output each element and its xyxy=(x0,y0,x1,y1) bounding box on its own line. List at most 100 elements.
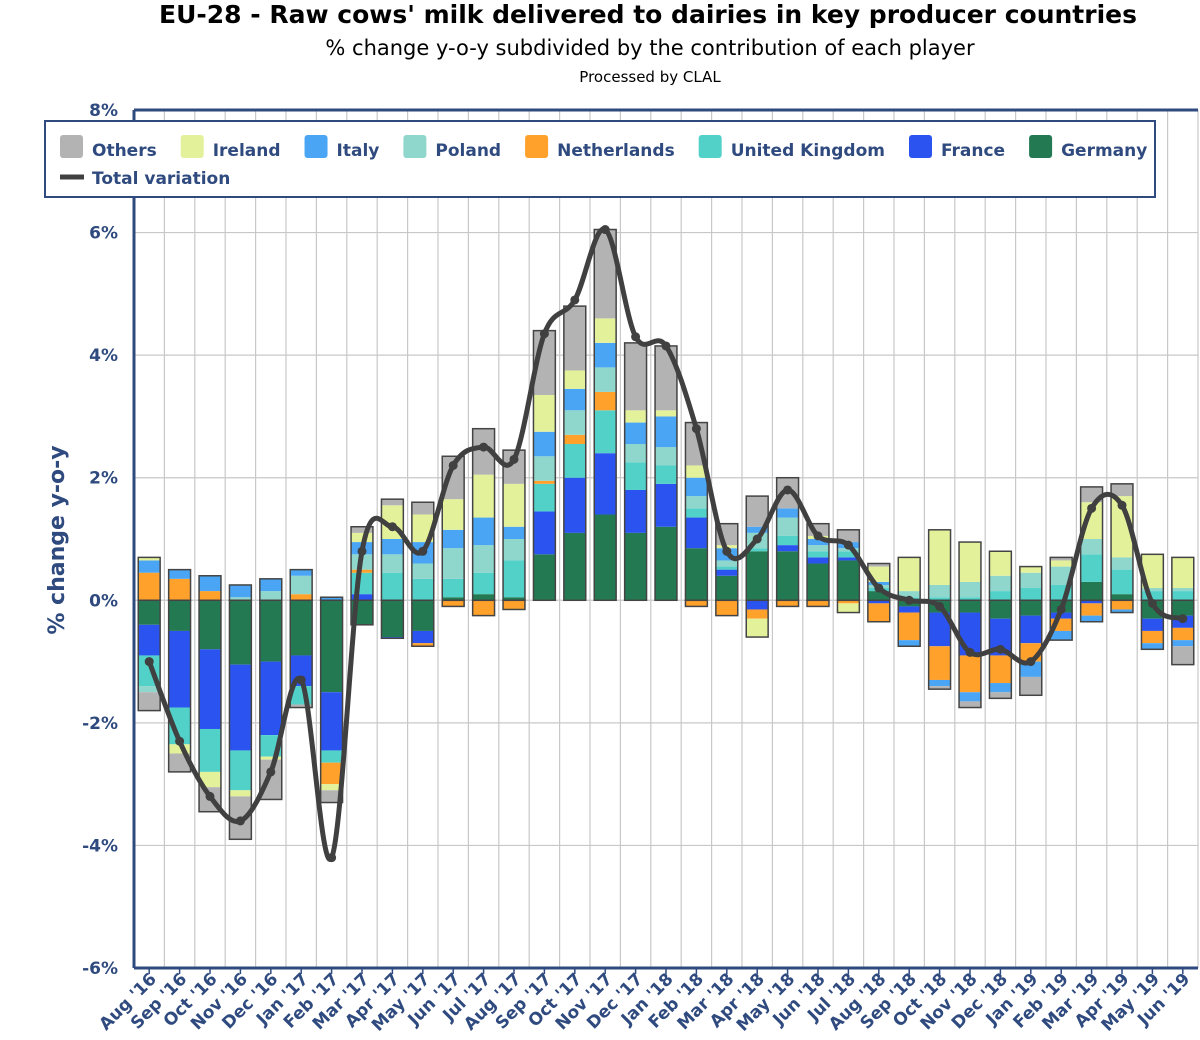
y-tick-label: 2% xyxy=(89,469,118,489)
total-variation-point xyxy=(600,225,610,235)
total-variation-point xyxy=(965,647,975,657)
bar-segment xyxy=(655,447,677,466)
bar-segment xyxy=(381,499,404,506)
legend-item[interactable]: Others xyxy=(60,135,157,161)
bar-segment xyxy=(563,410,586,435)
bar-segment xyxy=(594,229,617,319)
bar-outline xyxy=(1049,599,1073,641)
bar-segment xyxy=(381,554,404,573)
bar-segment xyxy=(685,508,708,518)
legend-label: France xyxy=(941,141,1005,161)
bar-segment xyxy=(563,370,586,389)
bar-outline xyxy=(1079,599,1104,623)
chart-title: EU-28 - Raw cows' milk delivered to dair… xyxy=(159,0,1137,29)
legend-item[interactable]: Germany xyxy=(1029,135,1147,161)
bar-segment xyxy=(1019,572,1042,589)
bar-segment xyxy=(320,600,343,693)
bar-outline xyxy=(319,599,344,804)
bar-outline xyxy=(137,599,161,712)
bar-segment xyxy=(1080,539,1103,555)
total-variation-point xyxy=(327,853,337,863)
legend-item[interactable]: France xyxy=(909,135,1005,161)
bar-segment xyxy=(259,591,282,601)
bar-segment xyxy=(168,744,191,754)
bar-segment xyxy=(563,388,586,411)
bar-segment xyxy=(199,591,221,601)
bar-segment xyxy=(928,584,951,598)
bar-segment xyxy=(1111,569,1133,595)
bar-segment xyxy=(259,600,282,662)
bar-segment xyxy=(1141,554,1164,589)
bar-segment xyxy=(685,477,708,497)
y-tick-label: -4% xyxy=(82,836,118,856)
bar-segment xyxy=(746,551,769,601)
bar-segment xyxy=(685,548,708,601)
bar-segment xyxy=(1111,557,1133,570)
bar-segment xyxy=(138,692,161,711)
bar-segment xyxy=(320,750,343,763)
bar-segment xyxy=(168,578,191,601)
legend-swatch xyxy=(403,135,427,158)
bar-segment xyxy=(472,474,495,518)
bar-segment xyxy=(837,560,860,601)
bar-outline xyxy=(806,599,830,608)
bar-segment xyxy=(1111,594,1133,601)
total-variation-point xyxy=(631,332,641,342)
total-variation-line xyxy=(144,225,1188,863)
bar-segment xyxy=(411,578,434,601)
bar-outline xyxy=(259,599,283,801)
bar-segment xyxy=(533,480,556,484)
bar-segment xyxy=(229,664,252,751)
bar-segment xyxy=(1111,483,1133,497)
bar-segment xyxy=(472,594,495,601)
bar-segment xyxy=(1080,554,1103,582)
bar-segment xyxy=(168,707,191,745)
total-variation-point xyxy=(509,454,519,464)
legend-label: Others xyxy=(92,141,157,161)
bar-segment xyxy=(381,572,404,601)
bar-segment xyxy=(685,496,708,509)
bar-segment xyxy=(138,686,161,693)
bar-segment xyxy=(442,529,465,549)
legend[interactable]: Others Ireland Italy Poland Netherlands Unite… xyxy=(44,120,1156,198)
legend-item[interactable]: Netherlands xyxy=(525,135,675,161)
bar-outline xyxy=(684,599,709,608)
bar-segment xyxy=(624,410,647,423)
total-variation-point xyxy=(1117,500,1127,510)
bar-segment xyxy=(989,618,1012,656)
bar-segment xyxy=(320,692,343,751)
bar-outline xyxy=(867,599,891,623)
bar-segment xyxy=(685,600,708,607)
legend-item[interactable]: Poland xyxy=(403,135,501,161)
legend-item[interactable]: United Kingdom xyxy=(698,135,885,161)
bar-segment xyxy=(1171,627,1194,641)
bar-segment xyxy=(1019,676,1042,696)
bar-segment xyxy=(837,551,860,558)
bar-segment xyxy=(351,532,373,543)
bar-outline xyxy=(502,599,526,611)
bar-segment xyxy=(959,600,981,613)
bar-segment xyxy=(837,548,860,552)
bar-segment xyxy=(168,630,191,708)
legend-item[interactable]: Total variation xyxy=(60,169,230,189)
legend-label: Netherlands xyxy=(557,141,675,161)
total-variation-point xyxy=(874,583,884,593)
legend-item[interactable]: Italy xyxy=(304,135,380,161)
bar-segment xyxy=(655,465,677,484)
bar-segment xyxy=(320,762,343,785)
bar-segment xyxy=(989,551,1012,576)
legend-item[interactable]: Ireland xyxy=(180,135,281,161)
grid xyxy=(134,109,1199,969)
total-variation-point xyxy=(813,531,823,541)
bar-segment xyxy=(533,431,556,457)
bar-segment xyxy=(655,483,677,527)
total-variation-point xyxy=(387,522,397,532)
bar-segment xyxy=(290,704,313,708)
bar-segment xyxy=(837,603,860,613)
bar-segment xyxy=(442,597,465,601)
total-variation-point xyxy=(783,485,793,495)
bar-segment xyxy=(351,526,373,533)
bar-segment xyxy=(867,591,890,601)
bar-segment xyxy=(898,612,921,641)
total-variation-point xyxy=(843,540,853,550)
